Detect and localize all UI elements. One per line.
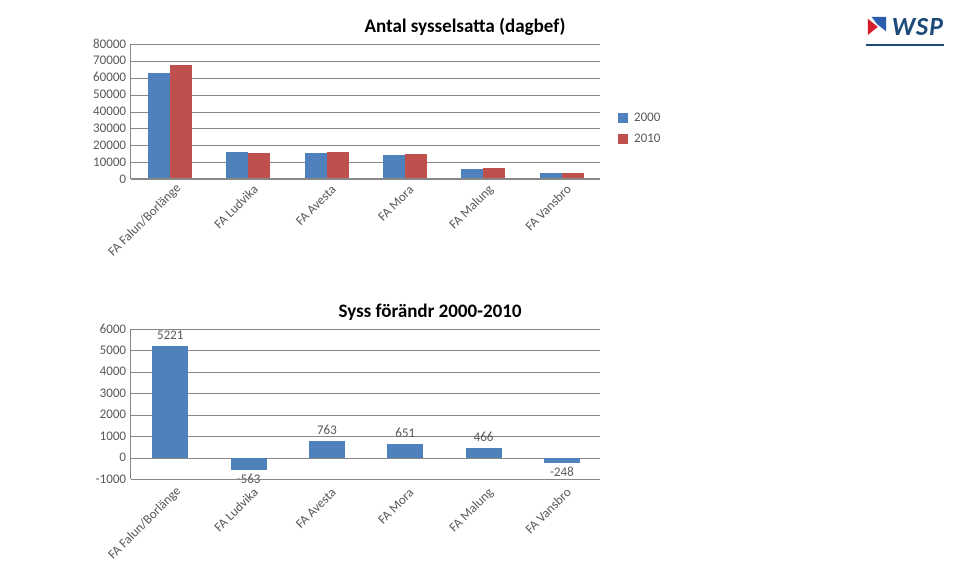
chart2-gridline [131, 393, 600, 394]
chart1-xlabel: FA Malung [446, 182, 496, 232]
chart2-ytick: 4000 [100, 365, 126, 378]
chart2-gridline [131, 436, 600, 437]
chart2-ytick: -1000 [96, 473, 126, 486]
chart1-gridline [131, 179, 600, 180]
chart1-bar [461, 169, 483, 178]
chart2-ytick: 6000 [100, 323, 126, 336]
chart2-bar [152, 346, 188, 458]
chart1-xlabel: FA Ludvika [211, 182, 261, 232]
chart2-xlabel: FA Mora [375, 485, 417, 527]
chart1-xlabel: FA Avesta [293, 182, 339, 228]
chart-antal-sysselsatta: Antal sysselsatta (dagbef) 80000 70000 600… [75, 15, 735, 250]
chart2-ytick: 0 [119, 451, 126, 464]
chart1-ytick: 50000 [93, 88, 126, 101]
chart1-ytick: 20000 [93, 139, 126, 152]
chart1-xlabel: FA Mora [375, 182, 417, 224]
wsp-logo-text: WSP [892, 10, 944, 42]
wsp-flag-icon [866, 15, 888, 37]
chart1-bar [540, 173, 562, 178]
chart1-ytick: 0 [119, 173, 126, 186]
chart2-plot: FA Falun/BorlängeFA LudvikaFA AvestaFA M… [130, 329, 600, 479]
chart1-gridline [131, 44, 600, 45]
chart2-bar [231, 458, 267, 470]
chart1-y-axis: 8000070000600005000040000300002000010000… [75, 44, 130, 179]
chart-syss-forandr: Syss förändr 2000-2010 6000 5000 4000 3000 2… [75, 300, 665, 565]
chart1-ytick: 30000 [93, 122, 126, 135]
chart2-bar-label: 763 [317, 423, 337, 438]
legend-swatch-icon [618, 134, 628, 144]
chart1-legend-item: 2010 [618, 131, 660, 146]
chart1-legend: 2000 2010 [618, 110, 660, 146]
chart2-baseline [131, 479, 600, 480]
chart2-bar [387, 444, 423, 458]
chart2-ytick: 5000 [100, 344, 126, 357]
chart2-gridline [131, 372, 600, 373]
chart2-gridline [131, 415, 600, 416]
chart1-ytick: 40000 [93, 105, 126, 118]
chart1-bar-group [209, 152, 287, 178]
chart1-bar-group [444, 168, 522, 178]
legend-label: 2000 [634, 110, 660, 125]
chart1-bar-group [131, 65, 209, 178]
chart2-bar [466, 448, 502, 458]
chart1-bar [305, 153, 327, 178]
chart2-gridline [131, 350, 600, 351]
chart1-ytick: 80000 [93, 38, 126, 51]
chart1-bar [226, 152, 248, 178]
chart2-xlabel: FA Avesta [293, 485, 339, 531]
legend-swatch-icon [618, 113, 628, 123]
chart1-bar-group [523, 173, 601, 178]
chart2-title: Syss förändr 2000-2010 [195, 300, 665, 323]
chart1-bar [148, 73, 170, 178]
chart1-xlabel: FA Falun/Borlänge [106, 181, 185, 260]
chart1-ytick: 70000 [93, 54, 126, 67]
chart1-bar [405, 154, 427, 178]
chart1-bar-group [288, 152, 366, 178]
chart2-xlabel: FA Ludvika [211, 485, 261, 535]
chart1-bar [483, 168, 505, 178]
chart1-bar [327, 152, 349, 178]
chart2-bar-label: 466 [474, 430, 494, 445]
chart2-bar [544, 458, 580, 463]
chart2-xlabel: FA Falun/Borlänge [106, 484, 185, 563]
chart2-gridline [131, 458, 600, 459]
wsp-logo: WSP [866, 10, 944, 46]
chart2-bar [309, 441, 345, 457]
chart1-ytick: 10000 [93, 156, 126, 169]
chart2-bar-label: 651 [395, 426, 415, 441]
chart2-y-axis: 6000500040003000200010000-1000 [75, 329, 130, 479]
chart1-gridline [131, 61, 600, 62]
chart1-ytick: 60000 [93, 71, 126, 84]
chart1-plot: FA Falun/BorlängeFA LudvikaFA AvestaFA M… [130, 44, 600, 179]
chart1-legend-item: 2000 [618, 110, 660, 125]
legend-label: 2010 [634, 131, 660, 146]
chart2-xlabel: FA Vansbro [523, 485, 575, 537]
chart1-bar [248, 153, 270, 178]
chart1-bar-group [366, 154, 444, 178]
chart2-xlabel: FA Malung [446, 485, 496, 535]
chart2-bar-label: 5221 [157, 328, 183, 343]
chart1-bar [383, 155, 405, 178]
chart2-ytick: 3000 [100, 387, 126, 400]
chart2-ytick: 1000 [100, 430, 126, 443]
chart1-bar [562, 173, 584, 178]
chart1-xlabel: FA Vansbro [523, 182, 575, 234]
chart2-bar-label: -248 [550, 465, 574, 480]
chart1-title: Antal sysselsatta (dagbef) [195, 15, 735, 38]
chart2-gridline [131, 329, 600, 330]
chart1-bar [170, 65, 192, 178]
chart2-ytick: 2000 [100, 408, 126, 421]
